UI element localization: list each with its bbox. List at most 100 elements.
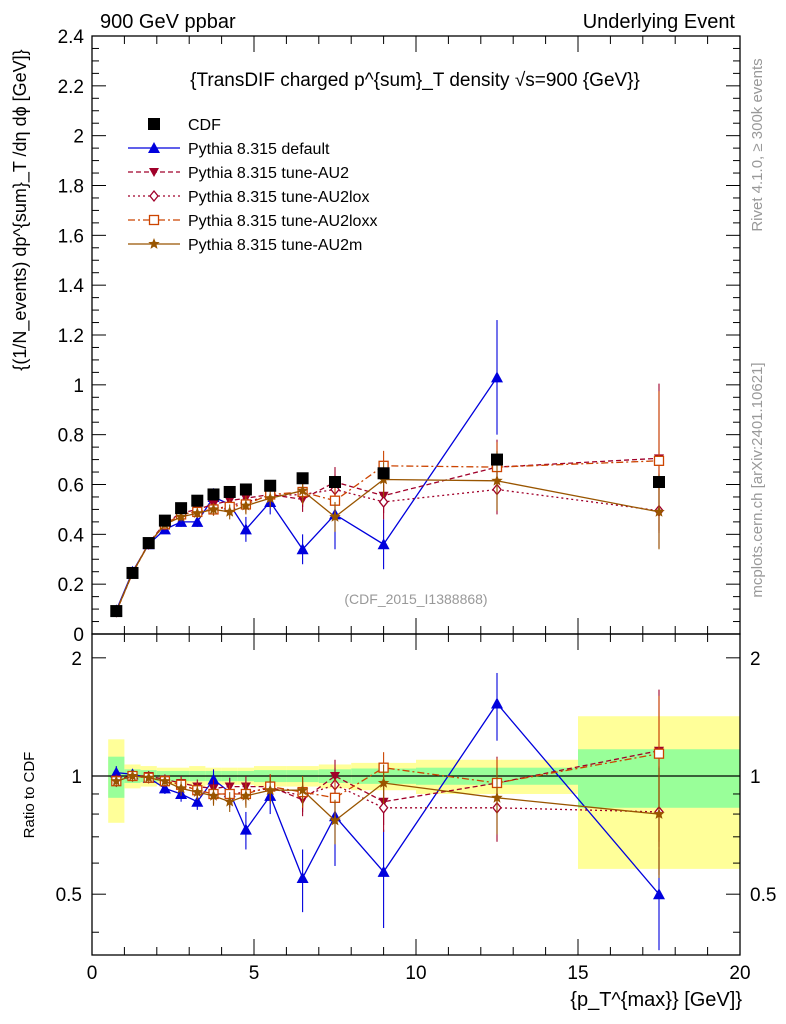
ratio-point xyxy=(653,748,665,759)
legend-item: Pythia 8.315 tune-AU2 xyxy=(128,165,349,182)
ratio-y-tick-label-right: 0.5 xyxy=(750,885,776,906)
ratio-point xyxy=(110,766,123,778)
ratio-point xyxy=(653,888,665,900)
data-point xyxy=(175,510,187,522)
legend-marker xyxy=(148,214,160,226)
ratio-series-group xyxy=(110,672,665,951)
ratio-point xyxy=(377,777,390,788)
cdf-data-point xyxy=(377,467,390,480)
cdf-data-point xyxy=(653,476,665,489)
ratio-point xyxy=(377,865,390,877)
cdf-data-point xyxy=(207,488,220,501)
ratio-series-pythia-8-315-tune-au2m xyxy=(110,764,665,878)
y-tick-label: 1 xyxy=(73,376,84,397)
legend-marker xyxy=(149,168,159,177)
series-pythia-8-315-default xyxy=(110,320,503,616)
cdf-data-group xyxy=(110,453,665,618)
cdf-data-point xyxy=(296,472,309,485)
data-point xyxy=(191,515,204,527)
ratio-y-tick-label: 1 xyxy=(71,767,82,788)
main-y-axis-label: {(1/N_events) dp^{sum}_T /dη dϕ [GeV]} xyxy=(10,49,31,370)
data-point xyxy=(239,523,252,535)
cdf-data-point xyxy=(191,494,204,507)
legend-item: Pythia 8.315 tune-AU2m xyxy=(128,237,362,254)
ratio-point xyxy=(191,795,204,807)
data-point xyxy=(224,505,236,517)
mcplots-label: mcplots.cern.ch [arXiv:2401.10621] xyxy=(749,362,766,597)
x-tick-label: 20 xyxy=(729,963,750,984)
ratio-y-axis-label: Ratio to CDF xyxy=(21,752,38,839)
x-axis-label: {p_T^{max}} [GeV]} xyxy=(570,989,742,1011)
y-tick-label: 1.8 xyxy=(58,177,84,198)
ratio-point xyxy=(191,786,203,797)
ratio-point xyxy=(491,791,503,803)
ratio-point xyxy=(158,782,171,794)
header-left: 900 GeV ppbar xyxy=(100,11,236,33)
ratio-point xyxy=(240,789,252,801)
legend-item: Pythia 8.315 tune-AU2loxx xyxy=(128,213,377,230)
legend-item: Pythia 8.315 default xyxy=(128,141,330,158)
ratio-point xyxy=(207,789,220,801)
ratio-y-tick-label: 0.5 xyxy=(56,885,82,906)
cdf-data-point xyxy=(175,502,188,515)
ratio-point xyxy=(378,801,389,814)
legend-label: Pythia 8.315 tune-AU2loxx xyxy=(188,213,377,230)
data-point xyxy=(240,499,252,511)
ratio-point xyxy=(653,808,665,819)
series-line xyxy=(115,457,660,612)
legend-marker xyxy=(148,238,160,249)
rivet-label: Rivet 4.1.0, ≥ 300k events xyxy=(749,58,766,231)
cdf-data-point xyxy=(158,514,171,527)
data-point xyxy=(377,538,390,550)
ratio-point xyxy=(264,784,276,796)
data-point xyxy=(653,455,665,466)
ratio-point xyxy=(175,782,187,794)
header-right: Underlying Event xyxy=(583,11,736,33)
legend-item: CDF xyxy=(148,117,221,134)
ratio-point xyxy=(143,771,155,783)
ratio-point xyxy=(329,814,341,826)
data-point xyxy=(653,505,665,517)
data-point xyxy=(491,474,503,486)
legend-marker xyxy=(148,118,160,130)
ratio-point xyxy=(207,773,220,785)
y-tick-label: 0.2 xyxy=(58,575,84,596)
y-tick-label: 0.4 xyxy=(58,525,85,546)
cdf-data-point xyxy=(142,537,155,550)
data-point xyxy=(296,484,309,496)
legend: CDF Pythia 8.315 default Pythia 8.315 tune… xyxy=(128,117,377,254)
cdf-data-point xyxy=(491,453,503,466)
ratio-y-tick-label: 2 xyxy=(71,649,82,670)
y-tick-label: 0.8 xyxy=(58,426,84,447)
data-point xyxy=(378,495,389,508)
series-line xyxy=(115,460,660,612)
y-tick-label: 0.6 xyxy=(58,476,84,497)
data-point xyxy=(296,543,309,555)
legend-label: Pythia 8.315 tune-AU2lox xyxy=(188,189,369,206)
legend-marker xyxy=(149,189,159,203)
cdf-data-point xyxy=(110,605,123,618)
ratio-point xyxy=(296,784,309,796)
ratio-point xyxy=(224,795,236,807)
legend-label: Pythia 8.315 tune-AU2 xyxy=(188,165,349,182)
ratio-point xyxy=(126,770,139,781)
x-tick-label: 5 xyxy=(249,963,260,984)
legend-label: Pythia 8.315 default xyxy=(188,141,330,158)
ratio-point xyxy=(110,775,122,787)
data-point xyxy=(329,510,341,522)
x-tick-label: 10 xyxy=(405,963,426,984)
y-tick-label: 0 xyxy=(73,625,84,646)
ratio-y-tick-label-right: 1 xyxy=(750,767,761,788)
ratio-point xyxy=(239,823,252,835)
legend-marker xyxy=(148,142,160,153)
legend-item: Pythia 8.315 tune-AU2lox xyxy=(128,189,369,206)
ratio-point xyxy=(296,871,309,883)
legend-label: Pythia 8.315 tune-AU2m xyxy=(188,237,362,254)
y-tick-label: 1.2 xyxy=(58,326,84,347)
axes-group: 0 0.2 0.4 0.6 0.8 1 1.2 1.4 1.6 1.8 2 2.2 2.4 0 5 10 15 2… xyxy=(56,27,777,984)
x-tick-label: 15 xyxy=(567,963,588,984)
data-point xyxy=(207,503,220,515)
analysis-label: (CDF_2015_I1388868) xyxy=(344,591,487,607)
data-point xyxy=(491,371,503,383)
cdf-data-point xyxy=(239,483,252,496)
